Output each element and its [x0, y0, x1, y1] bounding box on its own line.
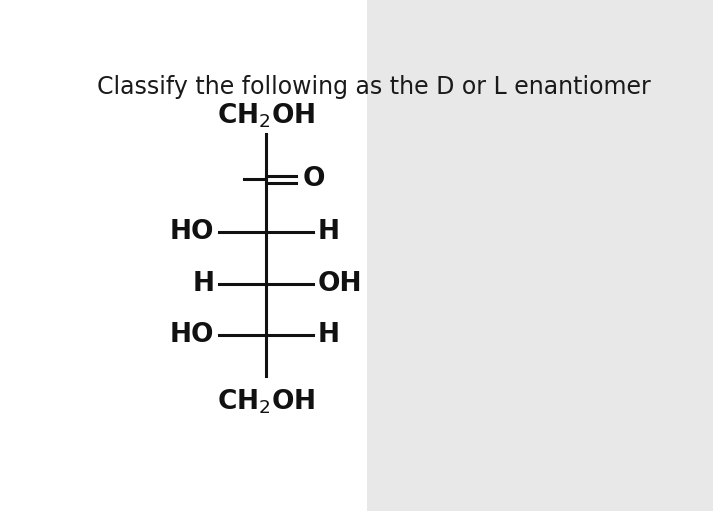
Text: H: H: [193, 271, 215, 296]
Text: Classify the following as the D or L enantiomer: Classify the following as the D or L ena…: [98, 75, 651, 99]
Text: OH: OH: [317, 271, 361, 296]
Text: HO: HO: [170, 322, 215, 348]
Text: HO: HO: [170, 220, 215, 245]
Text: H: H: [317, 220, 339, 245]
Text: O: O: [303, 167, 325, 192]
Text: CH$_2$OH: CH$_2$OH: [217, 102, 315, 130]
Text: CH$_2$OH: CH$_2$OH: [217, 388, 315, 416]
Text: H: H: [317, 322, 339, 348]
